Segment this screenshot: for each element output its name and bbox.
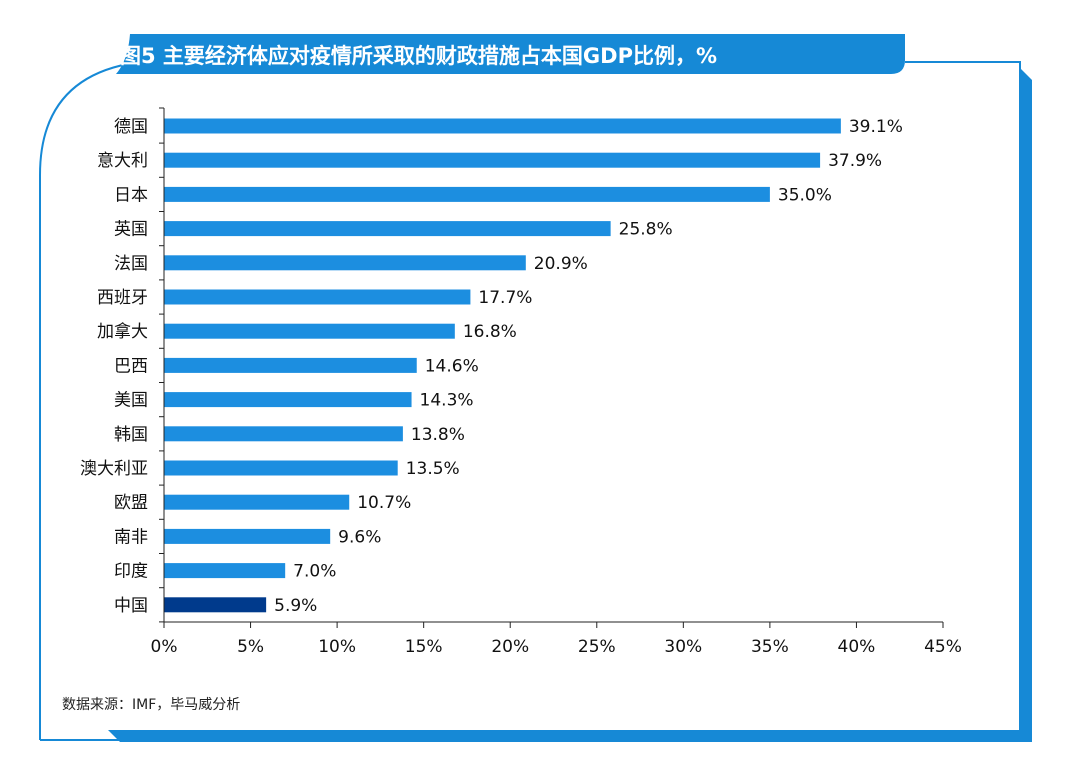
category-label: 西班牙 (97, 288, 148, 308)
category-label: 中国 (114, 596, 148, 616)
x-tick-label: 5% (237, 637, 264, 657)
category-label: 韩国 (114, 425, 148, 445)
title-banner (116, 34, 905, 74)
category-label: 印度 (114, 562, 148, 582)
x-tick-label: 40% (838, 637, 876, 657)
category-label: 加拿大 (97, 321, 148, 342)
source-note: 数据来源：IMF，毕马威分析 (62, 697, 241, 713)
category-label: 德国 (114, 117, 148, 137)
bar (164, 392, 412, 408)
category-label: 南非 (114, 527, 148, 547)
bar (164, 528, 331, 544)
category-label: 巴西 (114, 356, 148, 376)
bar (164, 563, 286, 579)
bar (164, 357, 417, 373)
bar (164, 289, 471, 305)
x-tick-label: 20% (491, 637, 529, 657)
category-label: 澳大利亚 (80, 459, 148, 479)
value-label: 14.3% (420, 391, 474, 411)
bar (164, 255, 526, 271)
category-label: 欧盟 (114, 493, 148, 513)
value-label: 5.9% (274, 596, 317, 616)
x-tick-label: 45% (924, 637, 962, 657)
value-label: 9.6% (338, 527, 381, 547)
chart-title: 图5 主要经济体应对疫情所采取的财政措施占本国GDP比例，% (120, 44, 718, 68)
bar (164, 152, 821, 168)
value-label: 13.8% (411, 425, 465, 445)
value-label: 10.7% (357, 493, 411, 513)
x-tick-label: 0% (151, 637, 178, 657)
value-label: 37.9% (828, 151, 882, 171)
bar (164, 460, 398, 476)
category-label: 日本 (114, 185, 148, 205)
bars-layer: 德国 39.1% 意大利 37.9% 日本 35.0% 英国 25.8% 法国 20.9% 西班牙 1… (80, 117, 903, 616)
value-label: 16.8% (463, 322, 517, 342)
category-label: 英国 (114, 220, 148, 240)
value-label: 25.8% (619, 220, 673, 240)
category-label: 美国 (114, 391, 148, 411)
category-label: 法国 (114, 254, 148, 274)
bar (164, 221, 611, 237)
axis-layer: 0% 5% 10% 15% 20% 25% 30% 35% 40% 45% (151, 107, 962, 657)
bar (164, 323, 455, 339)
frame-outline (39, 61, 1021, 741)
bar (164, 597, 267, 613)
value-label: 20.9% (534, 254, 588, 274)
x-tick-label: 30% (664, 637, 702, 657)
bar (164, 118, 841, 134)
value-label: 13.5% (406, 459, 460, 479)
category-label: 意大利 (97, 151, 148, 171)
value-label: 35.0% (778, 185, 832, 205)
bar (164, 426, 403, 442)
x-tick-label: 15% (405, 637, 443, 657)
bar (164, 186, 770, 202)
x-tick-label: 10% (318, 637, 356, 657)
value-label: 14.6% (425, 356, 479, 376)
x-tick-label: 35% (751, 637, 789, 657)
value-label: 39.1% (849, 117, 903, 137)
value-label: 17.7% (478, 288, 532, 308)
value-label: 7.0% (293, 562, 336, 582)
x-tick-label: 25% (578, 637, 616, 657)
bar (164, 494, 350, 510)
